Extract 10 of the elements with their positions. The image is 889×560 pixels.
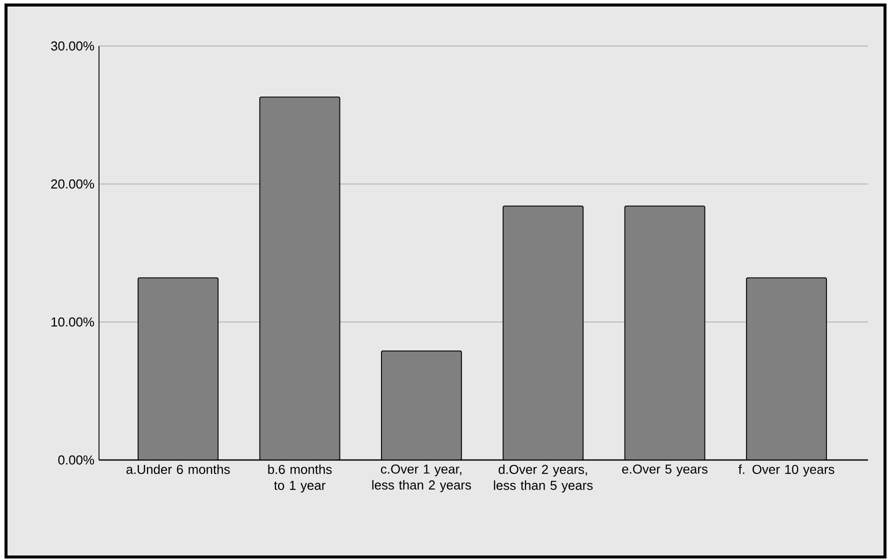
x-tick-label: a.Under 6 months — [126, 464, 230, 474]
y-tick-label: 30.00% — [51, 41, 94, 51]
x-tick-label: f. Over 10 years — [738, 464, 834, 477]
x-tick-label: b.6 months to 1 year — [268, 464, 332, 493]
y-tick-label: 10.00% — [52, 317, 94, 327]
x-tick-label: c.Over 1 year, less than 2 years — [372, 464, 471, 492]
y-tick-label: 0.00% — [58, 455, 94, 465]
y-tick-label: 20.00% — [51, 179, 94, 189]
x-tick-label: d.Over 2 years, less than 5 years — [494, 464, 593, 493]
x-tick-label: e.Over 5 years — [622, 464, 708, 476]
